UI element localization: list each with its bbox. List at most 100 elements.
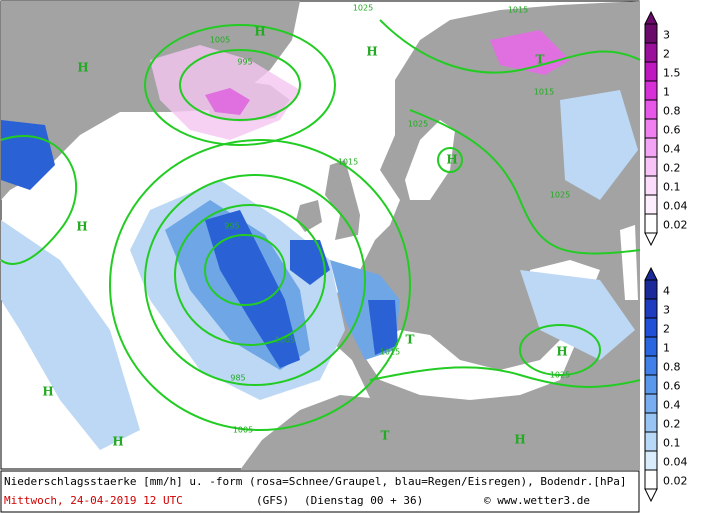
pressure-center: H — [446, 153, 457, 167]
isobar — [174, 204, 326, 346]
legend-swatch — [644, 23, 658, 44]
legend-label: 0.8 — [663, 361, 681, 374]
isobar-label: 1025 — [353, 4, 373, 13]
pressure-center: H — [254, 25, 265, 39]
isobar — [369, 366, 641, 388]
legend-swatch — [644, 336, 658, 357]
legend-label: 1 — [663, 342, 670, 355]
rain-area — [368, 300, 398, 355]
pressure-centers: H H H H H H H T T H T H — [42, 25, 567, 449]
pressure-center: T — [381, 429, 390, 443]
caspian — [620, 225, 638, 300]
legend-label: 0.8 — [663, 105, 681, 118]
isobar — [519, 324, 601, 376]
snow-area — [490, 30, 570, 75]
rain-area — [520, 270, 635, 360]
legend-swatch — [644, 412, 658, 433]
legend-swatch — [644, 355, 658, 376]
isobar-label: 1015 — [508, 6, 528, 15]
footer: Niederschlagsstaerke [mm/h] u. -form (ro… — [0, 470, 640, 513]
legend-swatch — [644, 137, 658, 158]
isobar — [379, 19, 641, 74]
isobar-label: 1025 — [408, 120, 428, 129]
isobar-label: 1005 — [233, 426, 253, 435]
isobar — [204, 234, 286, 306]
legend-label: 1.5 — [663, 67, 681, 80]
isobars — [0, 19, 641, 431]
legend-label: 0.02 — [663, 475, 688, 488]
pressure-center: H — [76, 220, 87, 234]
footer-model: (GFS) — [256, 494, 289, 507]
pressure-center: T — [536, 53, 545, 67]
legend-label: 0.4 — [663, 143, 681, 156]
isobar-label: 1015 — [380, 348, 400, 357]
footer-date: Mittwoch, 24-04-2019 12 UTC — [4, 494, 183, 507]
legend-swatch — [644, 61, 658, 82]
legend-label: 4 — [663, 285, 670, 298]
legend-label: 0.4 — [663, 399, 681, 412]
legend-swatch — [644, 469, 658, 490]
legend-swatch — [644, 118, 658, 139]
legend-label: 2 — [663, 323, 670, 336]
legend-label: 0.2 — [663, 162, 681, 175]
pressure-center: H — [42, 385, 53, 399]
legend-label: 0.04 — [663, 200, 688, 213]
baltic — [405, 120, 455, 200]
isobar-label: 1005 — [275, 336, 295, 345]
isobar — [437, 147, 463, 173]
legend-label: 3 — [663, 304, 670, 317]
legend-label: 2 — [663, 48, 670, 61]
legend-swatch — [644, 374, 658, 395]
isobar-label: 1015 — [534, 88, 554, 97]
legend-label: 0.1 — [663, 181, 681, 194]
isobar — [144, 24, 336, 146]
footer-credit: © www.wetter3.de — [484, 494, 590, 507]
legend-label: 0.1 — [663, 437, 681, 450]
legend-swatch — [644, 393, 658, 414]
precipitation — [1, 30, 638, 450]
isobar-label: 985 — [230, 374, 245, 383]
isobar-label: 1025 — [550, 191, 570, 200]
legend-label: 0.04 — [663, 456, 688, 469]
eurasia-africa — [240, 1, 640, 470]
legend-swatch — [644, 175, 658, 196]
rain-area — [205, 210, 300, 368]
isobar-label: 1025 — [550, 371, 570, 380]
isobar — [409, 109, 641, 255]
legend-label: 0.02 — [663, 219, 688, 232]
isobar — [0, 135, 78, 265]
rain-area — [1, 220, 140, 450]
isobar — [179, 49, 301, 121]
isobar-labels: 1005 995 1025 1015 1015 1025 995 1005 10… — [210, 4, 570, 435]
pressure-center: H — [514, 433, 525, 447]
isobar-label: 995 — [237, 58, 252, 67]
legends: 3 2 1.5 1 0.8 0.6 0.4 0.2 0.1 0.04 0.02 4 3 2 1 0.8 0.6 0… — [644, 10, 688, 503]
isobar-label: 995 — [224, 222, 239, 231]
legend-swatch — [644, 298, 658, 319]
mediterranean — [360, 330, 575, 400]
isobar — [109, 139, 411, 431]
pressure-center: T — [406, 333, 415, 347]
legend-arrow — [644, 488, 658, 503]
legend-swatch — [644, 42, 658, 63]
legend-swatch — [644, 213, 658, 234]
legend-swatch — [644, 431, 658, 452]
pressure-center: H — [77, 61, 88, 75]
legend-label: 1 — [663, 86, 670, 99]
legend-swatch — [644, 450, 658, 471]
legend-label: 3 — [663, 29, 670, 42]
legend-arrow — [644, 232, 658, 247]
footer-box — [0, 470, 640, 513]
isobar-label: 1005 — [210, 36, 230, 45]
pressure-center: H — [366, 45, 377, 59]
legend-label: 0.2 — [663, 418, 681, 431]
legend-label: 0.6 — [663, 380, 681, 393]
legend-swatch — [644, 99, 658, 120]
legend-swatch — [644, 194, 658, 215]
legend-swatch — [644, 317, 658, 338]
rain-area — [560, 90, 638, 200]
legend-swatch — [644, 156, 658, 177]
footer-run: (Dienstag 00 + 36) — [304, 494, 423, 507]
